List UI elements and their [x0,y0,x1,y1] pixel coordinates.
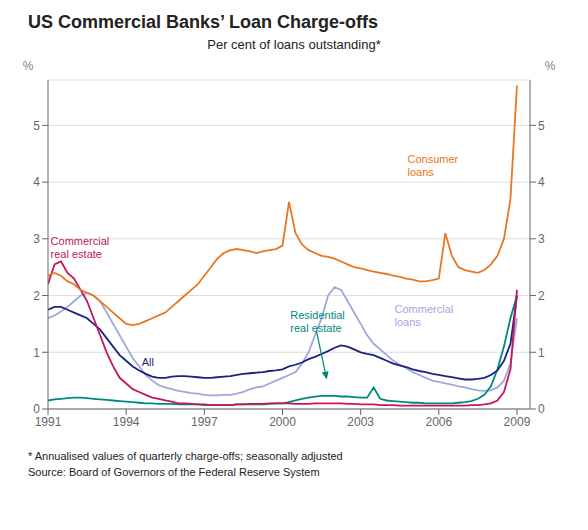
svg-text:1997: 1997 [191,415,218,429]
svg-text:1: 1 [538,346,545,360]
svg-text:2003: 2003 [347,415,374,429]
svg-text:4: 4 [538,175,545,189]
svg-text:1991: 1991 [35,415,62,429]
html-text:* Annualised values of quarter: * Annualised values of quarterly charge-… [28,450,343,462]
svg-text:All: All [142,356,154,368]
svg-text:5: 5 [33,119,40,133]
svg-text:2: 2 [33,289,40,303]
svg-text:3: 3 [538,232,545,246]
svg-text:Commercialloans: Commercialloans [395,303,454,328]
svg-text:Consumerloans: Consumerloans [408,153,459,178]
svg-text:3: 3 [33,232,40,246]
svg-text:0: 0 [538,402,545,416]
svg-text:2000: 2000 [269,415,296,429]
svg-text:2006: 2006 [425,415,452,429]
html-text:Per cent of loans outstanding*: Per cent of loans outstanding* [207,37,381,52]
svg-text:1994: 1994 [113,415,140,429]
svg-text:Residentialreal estate: Residentialreal estate [290,309,344,334]
svg-text:Commercialreal estate: Commercialreal estate [51,235,110,260]
svg-text:2009: 2009 [504,415,531,429]
svg-text:%: % [545,59,556,73]
html-text:Source: Board of Governors of: Source: Board of Governors of the Federa… [28,466,320,478]
svg-text:0: 0 [33,402,40,416]
svg-text:4: 4 [33,175,40,189]
svg-text:2: 2 [538,289,545,303]
svg-text:5: 5 [538,119,545,133]
svg-text:1: 1 [33,346,40,360]
html-text:US Commercial Banks’ Loan Char: US Commercial Banks’ Loan Charge-offs [28,12,379,32]
svg-text:%: % [23,59,34,73]
